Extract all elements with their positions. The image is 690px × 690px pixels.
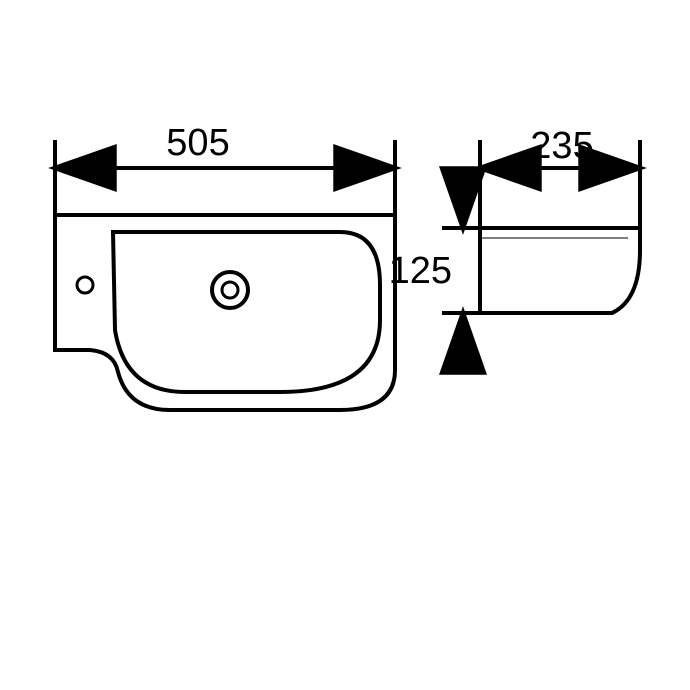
side-view: 235 125	[389, 125, 640, 353]
technical-drawing: 505 235 125	[0, 0, 690, 690]
tap-hole	[77, 277, 93, 293]
drain-outer	[212, 272, 248, 308]
top-view: 505	[55, 122, 395, 410]
side-outline	[480, 228, 640, 313]
dim-depth-label: 235	[530, 125, 593, 167]
drain-inner	[222, 282, 238, 298]
basin-opening	[113, 232, 380, 392]
dim-height-label: 125	[389, 250, 452, 292]
dim-width-label: 505	[166, 122, 229, 164]
